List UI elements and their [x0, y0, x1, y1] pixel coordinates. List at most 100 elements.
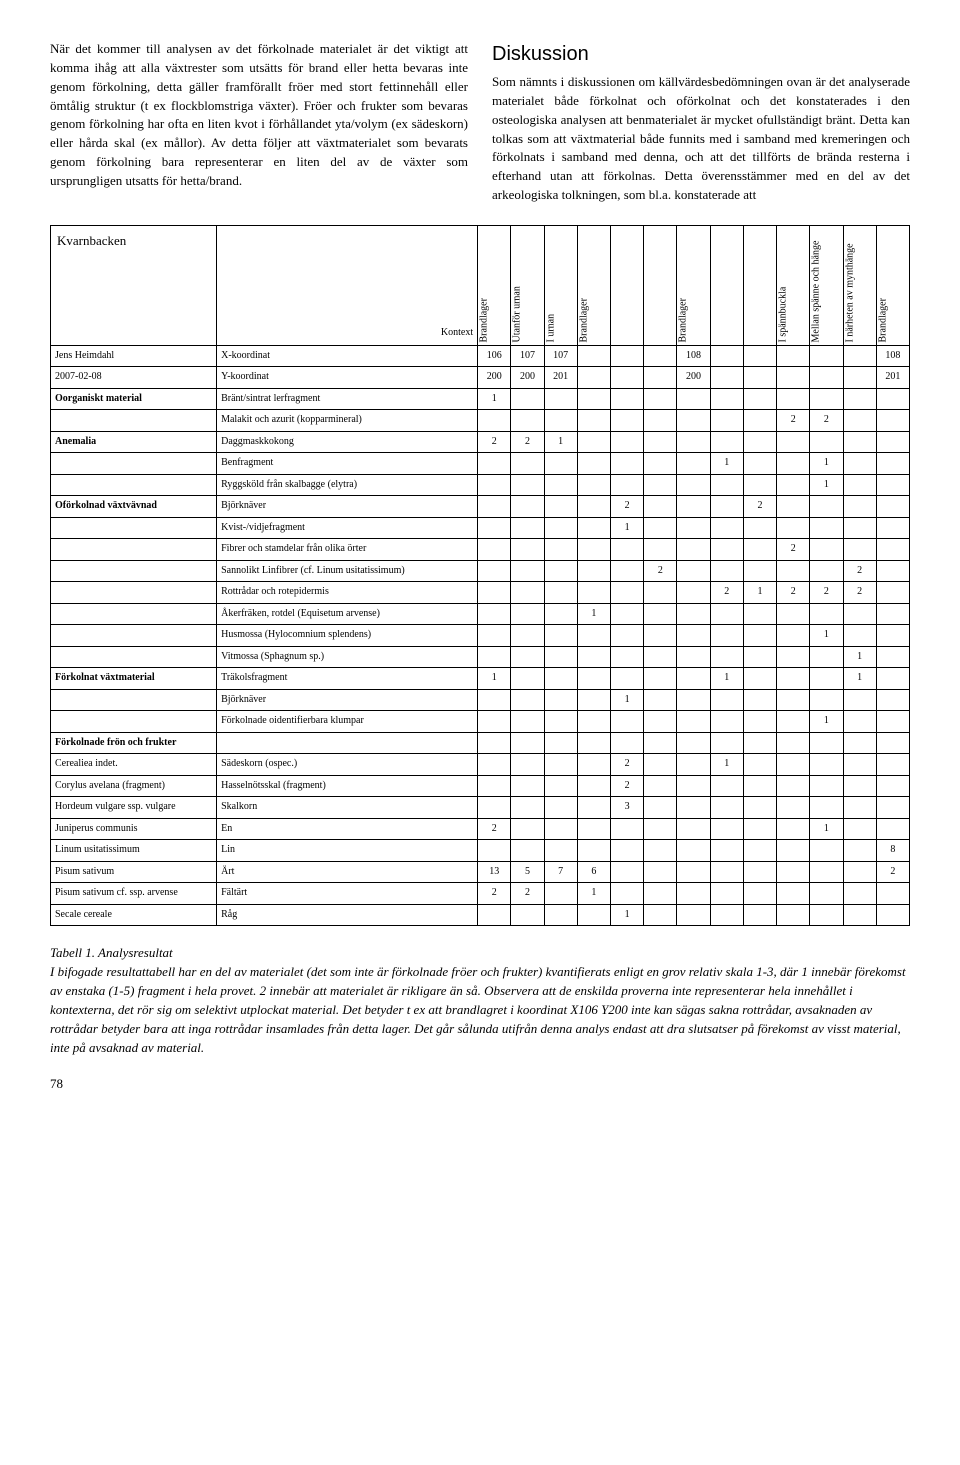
data-cell — [544, 603, 577, 625]
column-header: Brandlager — [577, 225, 610, 345]
column-header — [710, 225, 743, 345]
row-label-1: Förkolnat växtmaterial — [51, 668, 217, 690]
data-cell — [743, 474, 776, 496]
intro-columns: När det kommer till analysen av det förk… — [50, 40, 910, 205]
data-cell: 2 — [710, 582, 743, 604]
data-cell — [743, 453, 776, 475]
data-cell — [544, 410, 577, 432]
data-cell — [843, 517, 876, 539]
data-cell — [810, 345, 843, 367]
column-header: I urnan — [544, 225, 577, 345]
data-cell — [810, 388, 843, 410]
data-cell — [511, 410, 544, 432]
data-cell — [777, 517, 810, 539]
data-cell — [777, 388, 810, 410]
data-cell — [644, 603, 677, 625]
data-cell — [644, 431, 677, 453]
data-cell — [843, 904, 876, 926]
column-header: I spännbuckla — [777, 225, 810, 345]
data-cell — [511, 668, 544, 690]
data-cell — [677, 818, 710, 840]
data-cell — [511, 775, 544, 797]
data-cell — [810, 861, 843, 883]
data-cell — [577, 668, 610, 690]
data-cell — [677, 861, 710, 883]
row-label-2: Sannolikt Linfibrer (cf. Linum usitatiss… — [217, 560, 478, 582]
row-label-2: Benfragment — [217, 453, 478, 475]
data-cell: 1 — [810, 453, 843, 475]
table-row: Vitmossa (Sphagnum sp.)1 — [51, 646, 910, 668]
data-cell — [677, 603, 710, 625]
data-cell — [577, 775, 610, 797]
table-row: Juniperus communisEn21 — [51, 818, 910, 840]
data-cell — [478, 474, 511, 496]
data-cell — [577, 711, 610, 733]
row-label-2: Lin — [217, 840, 478, 862]
data-cell — [743, 410, 776, 432]
data-cell — [677, 560, 710, 582]
data-cell — [810, 646, 843, 668]
data-cell: 3 — [610, 797, 643, 819]
row-label-2: Fältärt — [217, 883, 478, 905]
column-header: Brandlager — [677, 225, 710, 345]
data-cell — [777, 732, 810, 754]
data-cell — [644, 453, 677, 475]
data-cell — [843, 496, 876, 518]
data-cell — [876, 711, 909, 733]
table-row: Förkolnade frön och frukter — [51, 732, 910, 754]
row-label-2: Björknäver — [217, 496, 478, 518]
data-cell — [644, 646, 677, 668]
data-cell: 2 — [610, 754, 643, 776]
data-cell — [577, 754, 610, 776]
data-cell — [710, 775, 743, 797]
data-cell — [677, 797, 710, 819]
data-cell — [478, 689, 511, 711]
data-cell — [743, 861, 776, 883]
data-cell — [677, 453, 710, 475]
data-cell: 1 — [610, 689, 643, 711]
data-cell — [810, 775, 843, 797]
data-cell — [577, 388, 610, 410]
data-cell — [644, 861, 677, 883]
data-cell — [677, 539, 710, 561]
data-cell — [876, 646, 909, 668]
data-cell: 1 — [810, 474, 843, 496]
data-cell — [577, 474, 610, 496]
data-cell — [511, 711, 544, 733]
data-cell — [743, 388, 776, 410]
data-cell: 2 — [743, 496, 776, 518]
table-row: Rottrådar och rotepidermis21222 — [51, 582, 910, 604]
data-cell — [610, 582, 643, 604]
data-cell — [743, 732, 776, 754]
data-cell — [876, 474, 909, 496]
data-cell — [644, 840, 677, 862]
data-cell — [610, 840, 643, 862]
row-label-1: Pisum sativum — [51, 861, 217, 883]
data-cell — [511, 453, 544, 475]
data-cell — [777, 646, 810, 668]
data-cell — [644, 775, 677, 797]
table-row: Malakit och azurit (kopparmineral)22 — [51, 410, 910, 432]
data-cell — [777, 367, 810, 389]
row-label-2: Malakit och azurit (kopparmineral) — [217, 410, 478, 432]
data-cell — [610, 732, 643, 754]
row-label-1: Oorganiskt material — [51, 388, 217, 410]
data-cell — [577, 367, 610, 389]
data-cell — [710, 711, 743, 733]
data-cell — [544, 560, 577, 582]
row-label-2: Skalkorn — [217, 797, 478, 819]
data-cell — [777, 560, 810, 582]
data-cell — [710, 431, 743, 453]
data-cell — [511, 474, 544, 496]
data-cell — [843, 883, 876, 905]
data-cell — [876, 517, 909, 539]
data-cell — [710, 603, 743, 625]
page-number: 78 — [50, 1075, 910, 1094]
data-cell — [610, 431, 643, 453]
row-label-2: Träkolsfragment — [217, 668, 478, 690]
data-cell — [777, 904, 810, 926]
data-cell — [677, 904, 710, 926]
data-cell — [777, 775, 810, 797]
row-label-2: Råg — [217, 904, 478, 926]
data-cell — [743, 904, 776, 926]
